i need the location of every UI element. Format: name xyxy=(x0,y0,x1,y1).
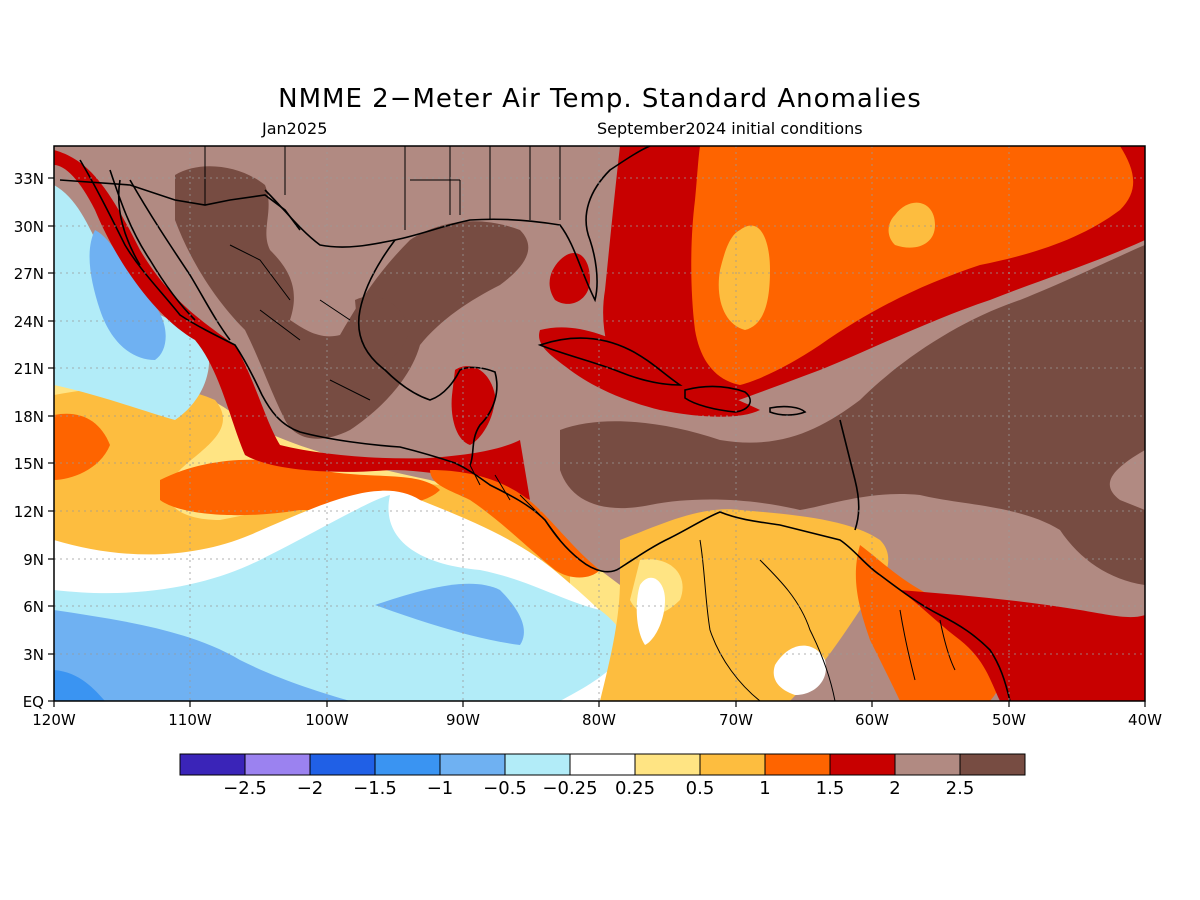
latitude-labels: 33N 30N 27N 24N 21N 18N 15N 12N 9N 6N 3N… xyxy=(14,170,44,711)
colorbar-swatch xyxy=(634,753,701,776)
pacific-blue-patch xyxy=(375,583,524,645)
map-title: NMME 2−Meter Air Temp. Standard Anomalie… xyxy=(278,84,922,114)
hispaniola-coastline xyxy=(684,385,751,413)
colorbar-swatch xyxy=(504,753,571,776)
lat-label: 27N xyxy=(14,265,44,283)
caribbean-lesser-antilles xyxy=(839,419,860,531)
lat-label: 3N xyxy=(23,646,44,664)
anomaly-field xyxy=(54,146,1145,701)
lon-label: 120W xyxy=(32,711,76,729)
mexico-gulf-coastline xyxy=(358,239,498,466)
lon-label: 40W xyxy=(1128,711,1162,729)
gulf-of-california-coastline xyxy=(129,179,231,341)
lat-label: 18N xyxy=(14,408,44,426)
colorbar-level-label: −1 xyxy=(427,778,454,799)
colorbar-swatch xyxy=(829,753,896,776)
colorbar-level-label: 1.5 xyxy=(816,778,845,799)
lat-label: 21N xyxy=(14,360,44,378)
colorbar-swatch xyxy=(959,753,1026,776)
lon-label: 100W xyxy=(305,711,349,729)
lon-label: 90W xyxy=(446,711,480,729)
south-america-white-west xyxy=(636,577,665,645)
south-america-borders xyxy=(699,539,956,701)
colorbar-swatch xyxy=(894,753,961,776)
gulf-coastline xyxy=(264,146,651,303)
central-america-borders xyxy=(469,464,561,541)
colorbar-swatch xyxy=(569,753,636,776)
atlantic-yellow-patch-east xyxy=(888,202,935,248)
us-mexico-border xyxy=(59,179,301,231)
south-america-white-patch xyxy=(773,645,826,695)
colorbar-swatch xyxy=(374,753,441,776)
colorbar-swatch xyxy=(244,753,311,776)
caribbean-hot-zone xyxy=(560,245,1145,585)
coastlines xyxy=(59,146,1011,701)
lat-label: 33N xyxy=(14,170,44,188)
mexico-coast-warm-strip xyxy=(54,150,530,500)
lon-label: 110W xyxy=(168,711,212,729)
atlantic-equatorial-red xyxy=(900,590,1145,701)
mexico-state-borders xyxy=(229,244,371,401)
atlantic-yellow-patch-west xyxy=(718,225,770,330)
initial-conditions-label: September2024 initial conditions xyxy=(597,119,863,138)
lon-label: 80W xyxy=(582,711,616,729)
colorbar-level-label: 2.5 xyxy=(946,778,975,799)
gridlines xyxy=(54,146,1145,701)
cuba-red-zone xyxy=(539,327,760,417)
colorbar-swatch xyxy=(439,753,506,776)
colorbar-swatch xyxy=(699,753,766,776)
us-state-borders xyxy=(204,146,561,230)
atlantic-orange-plume xyxy=(691,146,1134,385)
lat-label: 12N xyxy=(14,503,44,521)
colorbar-level-label: −0.5 xyxy=(483,778,527,799)
pacific-strong-warm-zone xyxy=(54,413,110,480)
colorbar-level-label: 1 xyxy=(759,778,770,799)
colorbar-level-label: 0.5 xyxy=(686,778,715,799)
south-america-coastline xyxy=(619,511,1011,701)
central-america-warm-zone xyxy=(430,470,600,578)
cuba-coastline xyxy=(537,337,683,386)
pacific-darkblue-patch xyxy=(54,670,105,701)
longitude-labels: 120W 110W 100W 90W 80W 70W 60W 50W 40W xyxy=(32,711,1162,729)
lat-label: 9N xyxy=(23,551,44,569)
lon-label: 70W xyxy=(719,711,753,729)
colorbar-swatch xyxy=(764,753,831,776)
colorbar-swatch xyxy=(179,753,246,776)
baja-blue-zone xyxy=(89,230,166,360)
pacific-blue-zone xyxy=(54,610,350,701)
gulf-mexico-hot-zone xyxy=(175,166,529,439)
colorbar: −2.5 −2 −1.5 −1 −0.5 −0.25 0.25 0.5 1 1.5 2 2.5 xyxy=(179,753,1026,799)
lat-label: 15N xyxy=(14,455,44,473)
lat-label: EQ xyxy=(23,693,44,711)
mexico-plateau-zone xyxy=(355,296,410,362)
colorbar-swatch xyxy=(309,753,376,776)
yucatan-red-zone xyxy=(451,366,495,445)
baja-coastline xyxy=(109,169,196,321)
colorbar-level-label: −2 xyxy=(297,778,324,799)
colorbar-level-label: −2.5 xyxy=(223,778,267,799)
colorbar-level-label: 0.25 xyxy=(615,778,655,799)
tick-marks xyxy=(48,177,1146,707)
puerto-rico-coastline xyxy=(769,405,807,416)
lat-label: 30N xyxy=(14,218,44,236)
colorbar-level-label: −1.5 xyxy=(353,778,397,799)
valid-month-label: Jan2025 xyxy=(262,119,328,138)
lat-label: 6N xyxy=(23,598,44,616)
colorbar-level-label: 2 xyxy=(889,778,900,799)
lon-label: 60W xyxy=(855,711,889,729)
lon-label: 50W xyxy=(992,711,1026,729)
lat-label: 24N xyxy=(14,313,44,331)
colorbar-level-label: −0.25 xyxy=(542,778,597,799)
